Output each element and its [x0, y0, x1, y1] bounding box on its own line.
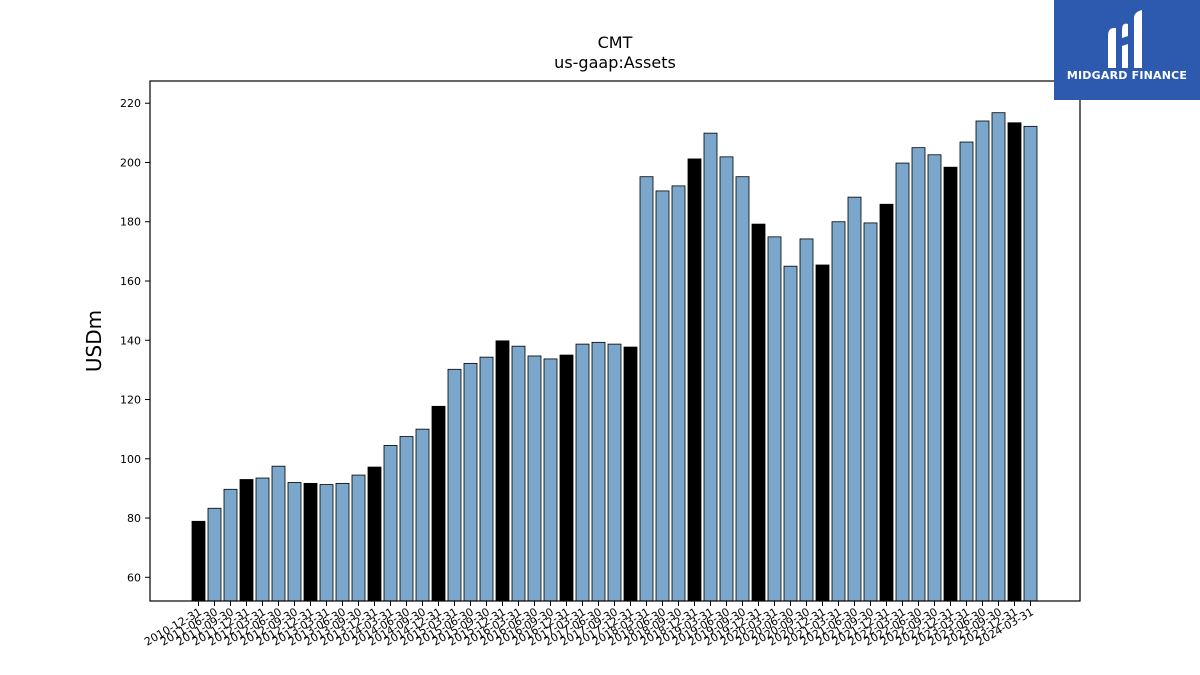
bar-2022-03-31 — [911, 147, 926, 602]
midgard-logo-icon — [1108, 10, 1142, 68]
bar-2016-06-30 — [543, 358, 558, 602]
bar-2019-12-31 — [767, 236, 782, 602]
y-tick-label: 80 — [127, 512, 141, 525]
bar-2020-12-31 — [831, 221, 846, 602]
y-tick-label: 100 — [120, 453, 141, 466]
bar-2011-03-31 — [207, 507, 222, 602]
y-tick-label: 120 — [120, 394, 141, 407]
bar-2020-03-31 — [783, 265, 798, 602]
logo-text: MIDGARD FINANCE — [1066, 69, 1188, 82]
bar-2013-09-30 — [367, 466, 382, 602]
bar-2012-12-31 — [319, 484, 334, 602]
chart-subtitle: us-gaap:Assets — [554, 53, 676, 72]
bar-2020-09-30 — [815, 264, 830, 602]
bar-2015-09-30 — [495, 340, 510, 602]
bar-2023-12-31 — [1023, 125, 1038, 602]
bar-2023-06-30 — [991, 112, 1006, 602]
bar-2018-03-31 — [655, 190, 670, 602]
x-axis-ticks: 2010-12-312011-06-302011-09-302011-12-31… — [142, 601, 1036, 649]
bar-2017-03-31 — [591, 341, 606, 602]
bar-2016-09-30 — [559, 354, 574, 602]
y-tick-label: 200 — [120, 156, 141, 169]
bar-2014-03-31 — [399, 436, 414, 602]
bar-2011-06-30 — [223, 488, 238, 602]
bar-2014-09-30 — [431, 405, 446, 602]
bar-2015-06-30 — [479, 356, 494, 602]
bar-2011-09-30 — [239, 479, 254, 602]
y-tick-label: 140 — [120, 334, 141, 347]
bar-2019-03-31 — [719, 156, 734, 602]
bar-2016-12-31 — [575, 343, 590, 602]
bar-2023-03-31 — [975, 120, 990, 602]
bar-2018-12-31 — [703, 132, 718, 602]
bar-2020-06-30 — [799, 238, 814, 602]
bar-2014-12-31 — [447, 368, 462, 602]
bar-2021-09-30 — [879, 203, 894, 602]
y-axis-label: USDm — [82, 310, 106, 372]
bars-layer — [191, 112, 1038, 602]
bar-2012-03-31 — [271, 465, 286, 602]
chart-title: CMT — [598, 33, 633, 52]
brand-logo: MIDGARD FINANCE — [1054, 0, 1200, 100]
bar-2012-09-30 — [303, 482, 318, 602]
bar-2012-06-30 — [287, 482, 302, 602]
plot-frame — [149, 80, 1081, 602]
bar-2015-03-31 — [463, 362, 478, 602]
bar-2022-06-30 — [927, 154, 942, 602]
bar-2021-12-31 — [895, 162, 910, 602]
y-axis-ticks: 60 80 100 120 140 160 180 200 220 — [120, 97, 150, 584]
bar-2021-06-30 — [863, 222, 878, 602]
bar-2021-03-31 — [847, 196, 862, 602]
y-tick-label: 60 — [127, 571, 141, 584]
bar-2017-12-31 — [639, 176, 654, 602]
y-tick-label: 160 — [120, 275, 141, 288]
y-tick-label: 220 — [120, 97, 141, 110]
bar-2017-09-30 — [623, 346, 638, 602]
bar-2022-12-31 — [959, 141, 974, 602]
bar-2018-09-30 — [687, 158, 702, 602]
bar-2013-03-31 — [335, 482, 350, 602]
bar-2010-12-31 — [191, 520, 206, 602]
bar-2022-09-30 — [943, 166, 958, 602]
bar-2015-12-31 — [511, 345, 526, 602]
bar-2019-06-30 — [735, 176, 750, 602]
bar-2013-06-30 — [351, 474, 366, 602]
bar-2018-06-30 — [671, 185, 686, 602]
bar-2011-12-31 — [255, 477, 270, 602]
bar-2023-09-30 — [1007, 122, 1022, 602]
bar-2014-06-30 — [415, 428, 430, 602]
bar-2013-12-31 — [383, 445, 398, 602]
bar-2016-03-31 — [527, 355, 542, 602]
bar-2019-09-30 — [751, 223, 766, 602]
bar-2017-06-30 — [607, 343, 622, 602]
y-tick-label: 180 — [120, 216, 141, 229]
